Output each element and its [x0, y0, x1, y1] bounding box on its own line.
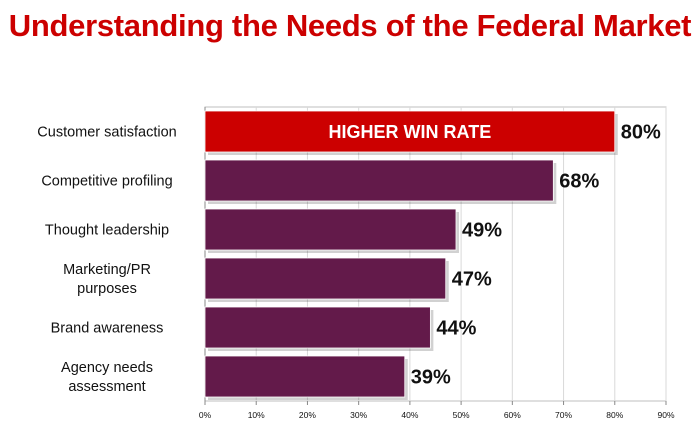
gridlines	[204, 106, 667, 405]
x-tick-labels: 0% 10% 20% 30% 40% 50% 60% 70% 80% 90%	[199, 410, 675, 420]
category-label: Marketing/PR purposes	[63, 262, 151, 297]
slide-title: Understanding the Needs of the Federal M…	[8, 8, 692, 43]
value-label: 49%	[462, 220, 502, 242]
value-label: 68%	[559, 171, 599, 193]
bar	[204, 355, 406, 398]
x-tick-label: 90%	[657, 410, 674, 420]
bar	[204, 208, 457, 251]
category-label: Brand awareness	[51, 321, 164, 337]
category-label: Thought leadership	[45, 223, 169, 239]
highlight-banner-text: HIGHER WIN RATE	[329, 122, 492, 142]
bar	[204, 159, 554, 202]
value-label: 47%	[452, 269, 492, 291]
x-tick-label: 70%	[555, 410, 572, 420]
bar-highlight	[204, 110, 616, 153]
x-tick-label: 10%	[248, 410, 265, 420]
x-tick-label: 40%	[401, 410, 418, 420]
bar	[204, 257, 447, 300]
value-labels: 80% 68% 49% 47% 44% 39%	[411, 122, 661, 389]
bars: HIGHER WIN RATE	[204, 110, 618, 400]
x-tick-label: 50%	[453, 410, 470, 420]
x-tick-label: 80%	[606, 410, 623, 420]
value-label: 44%	[436, 318, 476, 340]
category-label: Agency needs assessment	[61, 360, 153, 395]
category-labels: Customer satisfaction Competitive profili…	[37, 125, 176, 396]
value-label: 39%	[411, 367, 451, 389]
x-tick-label: 30%	[350, 410, 367, 420]
bar	[204, 306, 431, 349]
value-label: 80%	[621, 122, 661, 144]
x-tick-label: 0%	[199, 410, 212, 420]
x-tick-label: 20%	[299, 410, 316, 420]
category-label: Competitive profiling	[41, 174, 172, 190]
category-label: Customer satisfaction	[37, 125, 176, 141]
x-tick-label: 60%	[504, 410, 521, 420]
